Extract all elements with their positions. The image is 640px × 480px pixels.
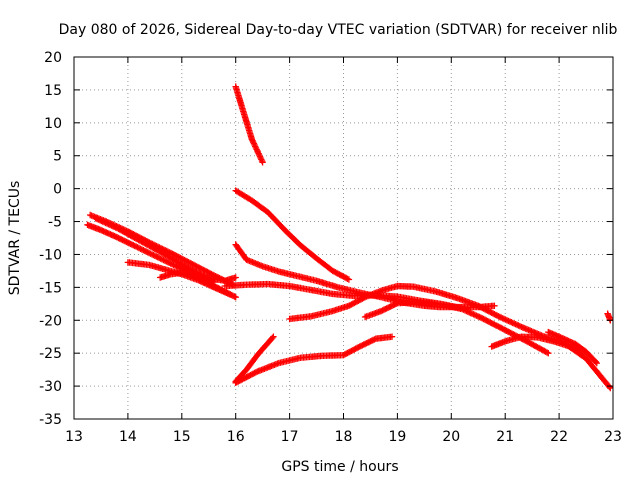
data-point bbox=[150, 251, 157, 259]
data-point bbox=[371, 336, 378, 343]
data-point bbox=[270, 333, 277, 340]
data-point bbox=[140, 247, 147, 254]
data-point bbox=[467, 309, 474, 317]
data-point bbox=[145, 249, 153, 257]
data-point bbox=[253, 146, 260, 153]
y-tick-label: -5 bbox=[48, 215, 62, 231]
data-point bbox=[137, 245, 144, 252]
series-track-k bbox=[232, 333, 396, 386]
data-point bbox=[148, 251, 156, 258]
x-tick-label: 13 bbox=[65, 429, 83, 445]
data-point bbox=[232, 294, 239, 301]
data-point bbox=[252, 369, 260, 376]
data-point bbox=[269, 334, 276, 342]
data-point bbox=[232, 274, 239, 281]
chart-title: Day 080 of 2026, Sidereal Day-to-day VTE… bbox=[59, 22, 618, 38]
data-point bbox=[526, 327, 534, 334]
data-point bbox=[360, 294, 367, 302]
data-point bbox=[461, 307, 469, 314]
y-tick-label: -10 bbox=[39, 247, 62, 263]
data-point bbox=[250, 139, 257, 146]
data-point bbox=[144, 249, 151, 256]
series-track-m bbox=[361, 298, 552, 357]
data-point bbox=[160, 256, 167, 264]
data-point bbox=[388, 333, 396, 340]
data-point bbox=[130, 242, 137, 249]
axes: 13 14 15 16 17 18 19 20 21 22 23 20 15 10 5 0 -5 -10 -15 -2… bbox=[39, 50, 622, 445]
data-point bbox=[477, 314, 484, 321]
series-track-e bbox=[157, 269, 239, 284]
y-tick-label: 0 bbox=[53, 182, 62, 198]
data-point bbox=[231, 293, 238, 300]
data-point bbox=[474, 313, 482, 320]
series-track-l bbox=[286, 282, 614, 392]
series-track-o bbox=[545, 328, 600, 367]
y-tick-label: 10 bbox=[44, 116, 62, 132]
y-tick-label: 15 bbox=[44, 83, 62, 99]
x-tick-label: 16 bbox=[227, 429, 245, 445]
y-tick-label: 5 bbox=[53, 149, 62, 165]
x-tick-label: 21 bbox=[496, 429, 514, 445]
data-point bbox=[103, 220, 111, 227]
x-tick-label: 23 bbox=[604, 429, 622, 445]
y-tick-label: -30 bbox=[39, 379, 62, 395]
data-point bbox=[344, 275, 351, 282]
data-point bbox=[606, 383, 613, 390]
data-point bbox=[543, 349, 551, 356]
data-point bbox=[153, 253, 160, 260]
y-tick-label: 20 bbox=[44, 50, 62, 66]
y-tick-label: -35 bbox=[39, 412, 62, 428]
data-point bbox=[491, 302, 498, 309]
data-point bbox=[257, 154, 264, 162]
x-tick-label: 19 bbox=[388, 429, 406, 445]
data-point bbox=[502, 316, 509, 323]
y-tick-label: -20 bbox=[39, 313, 62, 329]
data-point bbox=[96, 217, 104, 224]
data-point bbox=[545, 350, 552, 357]
data-point bbox=[470, 311, 477, 318]
data-point bbox=[592, 358, 599, 366]
data-point bbox=[133, 243, 140, 250]
data-point bbox=[255, 150, 262, 157]
series-track-f bbox=[232, 83, 266, 166]
data-point bbox=[151, 252, 159, 259]
data-point bbox=[157, 255, 164, 262]
data-point bbox=[156, 254, 163, 262]
series-track-g bbox=[232, 187, 353, 283]
x-tick-label: 18 bbox=[335, 429, 353, 445]
data-point bbox=[167, 260, 174, 267]
y-tick-label: -15 bbox=[39, 280, 62, 296]
data-point bbox=[108, 222, 115, 229]
data-point bbox=[479, 315, 486, 322]
data-point bbox=[508, 319, 515, 326]
x-tick-label: 17 bbox=[281, 429, 299, 445]
data-point bbox=[250, 140, 258, 147]
x-tick-label: 15 bbox=[173, 429, 191, 445]
data-point bbox=[141, 247, 148, 255]
x-tick-label: 20 bbox=[442, 429, 460, 445]
y-axis-label: SDTVAR / TECUs bbox=[7, 181, 23, 296]
data-point bbox=[101, 219, 108, 226]
data-point bbox=[227, 291, 234, 298]
data-point bbox=[259, 159, 266, 166]
data-points bbox=[84, 83, 614, 392]
x-axis-label: GPS time / hours bbox=[281, 459, 398, 475]
data-point bbox=[161, 257, 169, 264]
data-point bbox=[593, 359, 600, 367]
data-point bbox=[93, 215, 101, 223]
data-point bbox=[515, 322, 522, 329]
data-point bbox=[499, 315, 506, 322]
data-point bbox=[252, 143, 259, 150]
x-tick-label: 14 bbox=[119, 429, 137, 445]
data-point bbox=[345, 276, 353, 283]
x-tick-label: 22 bbox=[550, 429, 568, 445]
data-point bbox=[164, 258, 171, 266]
y-tick-label: -25 bbox=[39, 346, 62, 362]
